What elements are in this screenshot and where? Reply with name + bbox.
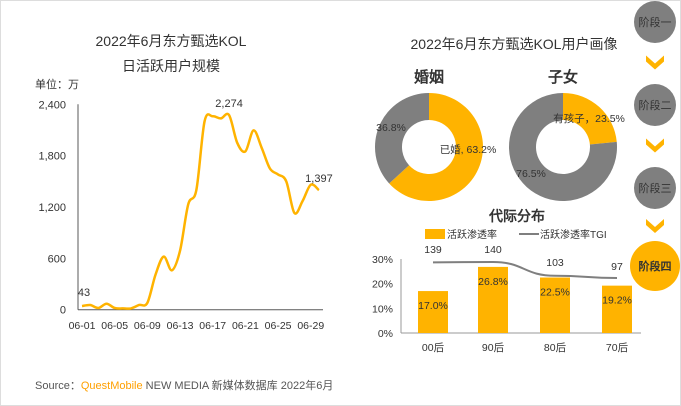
pie-slice bbox=[509, 93, 618, 201]
stage-label: 阶段三 bbox=[639, 181, 672, 195]
series-line-dau bbox=[81, 112, 320, 310]
pie-slice bbox=[389, 93, 483, 202]
y-tick-label: 0 bbox=[60, 305, 66, 317]
x-tick-label: 06-29 bbox=[297, 320, 324, 332]
stage-2[interactable]: 阶段二 bbox=[634, 84, 676, 126]
x-tick-label: 00后 bbox=[422, 342, 444, 354]
generation-title: 代际分布 bbox=[488, 208, 545, 224]
y-tick-label: 0% bbox=[378, 328, 393, 340]
children-title: 子女 bbox=[548, 68, 578, 86]
pie-label: 36.8% bbox=[376, 122, 406, 134]
x-tick-label: 06-25 bbox=[265, 320, 292, 332]
bar-label: 22.5% bbox=[540, 287, 570, 299]
x-tick-label: 90后 bbox=[482, 342, 504, 354]
bar-label: 19.2% bbox=[602, 295, 632, 307]
portrait-title: 2022年6月东方甄选KOL用户画像 bbox=[411, 36, 618, 52]
x-tick-label: 80后 bbox=[544, 342, 566, 354]
footer-source: Source：QuestMobile NEW MEDIA 新媒体数据库 2022… bbox=[35, 378, 333, 392]
y-tick-label: 2,400 bbox=[38, 99, 66, 111]
y-tick-label: 30% bbox=[372, 254, 393, 266]
y-tick-label: 1,200 bbox=[38, 202, 66, 214]
stage-3[interactable]: 阶段三 bbox=[634, 167, 676, 209]
tgi-label: 97 bbox=[611, 261, 623, 273]
tgi-label: 140 bbox=[484, 244, 502, 256]
stage-circle bbox=[634, 84, 676, 126]
tgi-label: 103 bbox=[546, 257, 564, 269]
bar-label: 17.0% bbox=[418, 300, 448, 312]
y-tick-label: 10% bbox=[372, 303, 393, 315]
data-label: 1,397 bbox=[305, 173, 333, 185]
stage-label: 阶段一 bbox=[639, 15, 672, 29]
line-chart-subtitle: 日活跃用户规模 bbox=[122, 58, 220, 74]
y-tick-label: 600 bbox=[48, 253, 66, 265]
bar bbox=[540, 277, 570, 333]
y-tick-label: 1,800 bbox=[38, 151, 66, 163]
x-tick-label: 06-21 bbox=[232, 320, 259, 332]
bar bbox=[602, 285, 632, 333]
y-tick-label: 20% bbox=[372, 279, 393, 291]
series-line-tgi bbox=[432, 260, 618, 279]
pie-slice bbox=[375, 93, 429, 184]
pie-label: 已婚, 63.2% bbox=[440, 143, 497, 156]
legend-bar-swatch bbox=[425, 229, 445, 239]
y-unit-label: 单位：万 bbox=[35, 77, 79, 91]
line-chart-title: 2022年6月东方甄选KOL bbox=[96, 33, 247, 49]
chevron-down-icon bbox=[646, 219, 664, 233]
x-tick-label: 06-01 bbox=[69, 320, 96, 332]
bar bbox=[478, 266, 508, 333]
x-tick-label: 06-05 bbox=[101, 320, 128, 332]
data-label: 43 bbox=[78, 287, 90, 299]
tgi-label: 139 bbox=[424, 244, 442, 256]
legend-bar-label: 活跃渗透率 bbox=[447, 228, 497, 241]
marriage-title: 婚姻 bbox=[414, 68, 444, 86]
x-tick-label: 06-13 bbox=[167, 320, 194, 332]
chevron-down-icon bbox=[646, 55, 664, 70]
stage-circle bbox=[634, 167, 676, 209]
x-tick-label: 06-17 bbox=[199, 320, 226, 332]
stage-circle bbox=[634, 1, 676, 43]
pie-label: 76.5% bbox=[516, 168, 546, 180]
data-label: 2,274 bbox=[215, 98, 243, 110]
stage-label: 阶段四 bbox=[639, 259, 672, 273]
stage-1[interactable]: 阶段一 bbox=[634, 1, 676, 43]
chevron-down-icon bbox=[646, 138, 664, 153]
x-tick-label: 06-09 bbox=[134, 320, 161, 332]
bar-label: 26.8% bbox=[478, 276, 508, 288]
pie-label: 有孩子，23.5% bbox=[553, 112, 625, 125]
stage-label: 阶段二 bbox=[639, 98, 672, 112]
stage-circle bbox=[630, 241, 680, 291]
pie-slice bbox=[563, 93, 617, 145]
bar bbox=[418, 291, 448, 333]
legend-line-label: 活跃渗透率TGI bbox=[540, 228, 607, 241]
x-tick-label: 70后 bbox=[606, 342, 628, 354]
stage-4[interactable]: 阶段四 bbox=[630, 241, 680, 291]
